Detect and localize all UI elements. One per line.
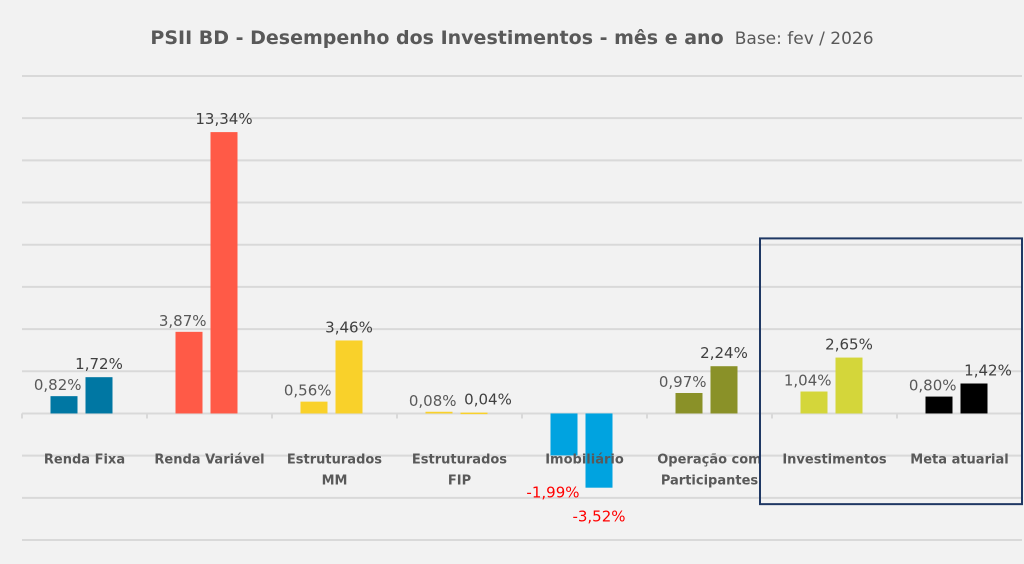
chart-title: PSII BD - Desempenho dos Investimentos -…	[150, 27, 873, 49]
bar-mês-5	[550, 413, 578, 456]
category-label-2: Renda Variável	[154, 452, 264, 467]
bar-ano-2	[210, 132, 238, 414]
bar-mês-2	[175, 331, 203, 414]
value-label-mês-1: 0,82%	[34, 376, 82, 394]
bar-ano-7	[835, 357, 863, 414]
value-label-ano-6: 2,24%	[700, 344, 748, 362]
value-label-mês-2: 3,87%	[159, 312, 207, 330]
value-label-mês-6: 0,97%	[659, 373, 707, 391]
value-label-ano-3: 3,46%	[325, 318, 373, 336]
value-label-ano-4: 0,04%	[464, 391, 512, 409]
bar-mês-6	[675, 392, 703, 414]
bar-mês-3	[300, 401, 328, 414]
value-label-mês-3: 0,56%	[284, 382, 332, 400]
bar-ano-3	[335, 340, 363, 414]
bar-mês-8	[925, 396, 953, 414]
category-label-3: Estruturados MM	[287, 452, 382, 488]
value-label-mês-4: 0,08%	[409, 392, 457, 410]
value-label-ano-7: 2,65%	[825, 336, 873, 354]
bar-ano-5	[585, 413, 613, 488]
value-label-ano-2: 13,34%	[195, 110, 252, 128]
category-label-6: Operação com Participantes	[657, 452, 761, 488]
value-label-mês-5: -1,99%	[526, 483, 579, 501]
bar-mês-7	[800, 391, 828, 414]
value-label-mês-7: 1,04%	[784, 372, 832, 390]
chart-title-main: PSII BD - Desempenho dos Investimentos -…	[150, 27, 723, 49]
value-label-ano-1: 1,72%	[75, 355, 123, 373]
bar-ano-4	[460, 412, 488, 415]
category-label-5: Imobiliário	[545, 452, 624, 467]
chart-title-base: Base: fev / 2026	[735, 29, 874, 49]
value-label-mês-8: 0,80%	[909, 377, 957, 395]
bar-ano-1	[85, 377, 113, 414]
value-labels: 0,82% 3,87% 0,56% 0,08% -1,99% 0,97% 1,04% 0,80…	[34, 110, 1012, 526]
category-label-4: Estruturados FIP	[412, 452, 507, 488]
category-label-8: Meta atuarial	[910, 452, 1008, 467]
highlight-box	[759, 237, 1023, 506]
category-label-7: Investimentos	[782, 452, 887, 467]
category-label-1: Renda Fixa	[44, 452, 125, 467]
category-labels: Renda Fixa Renda Variável Estruturados MM Es…	[44, 452, 1009, 488]
bars	[50, 132, 988, 488]
bar-mês-4	[425, 411, 453, 414]
value-label-ano-8: 1,42%	[964, 362, 1012, 380]
bar-mês-1	[50, 396, 78, 414]
bar-ano-6	[710, 366, 738, 414]
gridlines	[21, 75, 1023, 541]
value-label-ano-5: -3,52%	[572, 508, 625, 526]
bar-ano-8	[960, 383, 988, 414]
